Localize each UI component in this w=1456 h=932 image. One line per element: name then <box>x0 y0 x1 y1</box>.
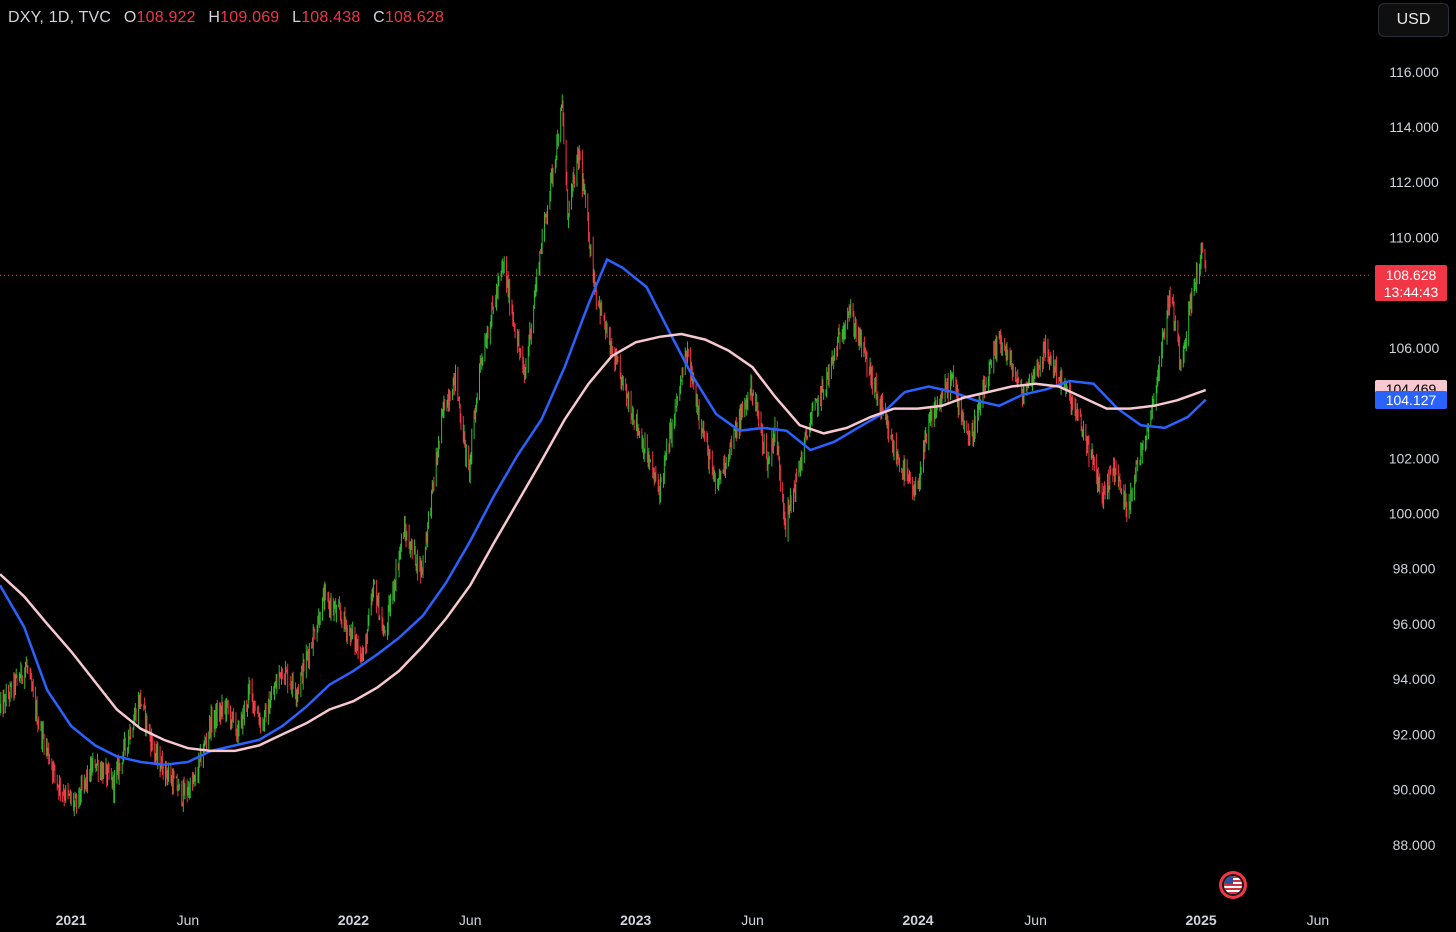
price-tick-label: 110.000 <box>1389 229 1439 245</box>
time-tick-label: Jun <box>1024 912 1047 928</box>
time-tick-label: 2022 <box>338 912 369 928</box>
last-price-tag: 108.628 13:44:43 <box>1375 265 1447 302</box>
price-tick-label: 100.000 <box>1389 505 1440 521</box>
close-value: 108.628 <box>384 9 445 26</box>
bar-countdown: 13:44:43 <box>1383 284 1439 301</box>
low-value: 108.438 <box>301 9 361 26</box>
time-tick-label: Jun <box>1307 912 1330 928</box>
ma-fast-tag: 104.127 <box>1375 390 1447 409</box>
open-value: 108.922 <box>136 9 196 26</box>
candlestick-series <box>0 94 1207 817</box>
price-tick-label: 94.000 <box>1393 671 1436 687</box>
price-tick-label: 102.000 <box>1389 450 1440 466</box>
price-tick-label: 114.000 <box>1389 119 1439 135</box>
currency-button[interactable]: USD <box>1378 3 1449 37</box>
ma-slow-line <box>0 332 1207 753</box>
time-tick-label: 2025 <box>1186 912 1217 928</box>
price-tick-label: 116.000 <box>1389 64 1439 80</box>
symbol-info[interactable]: DXY, 1D, TVC <box>8 9 112 26</box>
high-value: 109.069 <box>220 9 280 26</box>
low-label: L <box>292 9 302 26</box>
price-axis[interactable]: 116.000 114.000 112.000 110.000 106.000 102.0… <box>1389 64 1440 853</box>
time-tick-label: Jun <box>177 912 200 928</box>
price-tick-label: 112.000 <box>1389 174 1439 190</box>
price-tick-label: 90.000 <box>1393 782 1436 798</box>
ma-fast-value: 104.127 <box>1385 391 1437 408</box>
price-tick-label: 92.000 <box>1393 726 1436 742</box>
last-price-value: 108.628 <box>1385 267 1437 284</box>
price-tick-label: 98.000 <box>1393 561 1436 577</box>
time-tick-label: 2021 <box>56 912 87 928</box>
moving-average-lines <box>0 257 1207 766</box>
time-tick-label: 2023 <box>620 912 651 928</box>
symbol-legend: DXY, 1D, TVC O108.922 H109.069 L108.438 … <box>8 9 444 27</box>
open-label: O <box>123 9 137 26</box>
time-tick-label: 2024 <box>902 912 933 928</box>
us-flag-icon[interactable] <box>1219 871 1247 899</box>
price-tick-label: 96.000 <box>1393 616 1436 632</box>
high-label: H <box>208 9 221 26</box>
time-tick-label: Jun <box>459 912 482 928</box>
ma-fast-line <box>0 257 1207 766</box>
price-tick-label: 88.000 <box>1393 837 1436 853</box>
time-axis[interactable]: 2021 Jun 2022 Jun 2023 Jun 2024 Jun 2025 Jun <box>56 912 1330 928</box>
price-tick-label: 106.000 <box>1389 340 1440 356</box>
close-label: C <box>373 9 385 26</box>
time-tick-label: Jun <box>741 912 764 928</box>
